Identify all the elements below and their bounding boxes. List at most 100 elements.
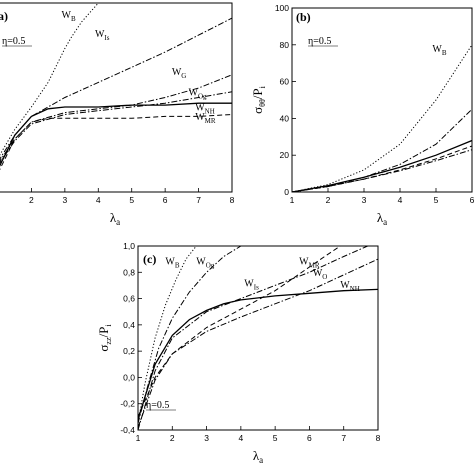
series-label-sub: NH bbox=[350, 285, 360, 293]
ylabel-main: σ bbox=[250, 107, 265, 114]
panel-a-frame bbox=[0, 2, 233, 193]
panel-c-series-label: WB bbox=[165, 256, 179, 269]
panel-c-ytick-label: -0,2 bbox=[120, 399, 135, 409]
panel-a-xtick-label: 6 bbox=[163, 195, 168, 205]
panel-b-series-line bbox=[292, 149, 472, 192]
panel-b-xtick-label: 2 bbox=[326, 195, 331, 205]
panel-b-ytick-label: 40 bbox=[280, 113, 290, 123]
series-label-main: W bbox=[196, 256, 206, 267]
panel-b-series-line bbox=[292, 145, 472, 192]
series-label-sub: NH bbox=[205, 108, 215, 116]
series-label-sub: Og bbox=[198, 93, 207, 101]
panel-b-xtick-label: 6 bbox=[470, 195, 474, 205]
series-label-main: W bbox=[299, 256, 309, 267]
xlabel-sub: a bbox=[259, 455, 263, 465]
panel-b-ytick-label: 0 bbox=[284, 187, 289, 197]
panel-c-xtick-label: 7 bbox=[341, 433, 346, 443]
panel-c-series-line bbox=[138, 246, 368, 430]
series-label-sub: G bbox=[181, 72, 186, 80]
panel-c-ytick-label: -0,4 bbox=[120, 425, 135, 435]
panel-b-series-line bbox=[292, 108, 472, 192]
series-label-sub: Is bbox=[254, 284, 259, 292]
panel-a-series-line bbox=[0, 74, 232, 162]
panel-a-annotation: η=0.5 bbox=[2, 36, 25, 47]
panel-a-series-label: WB bbox=[62, 10, 76, 23]
panel-b-series-line bbox=[292, 44, 472, 192]
series-label-sub: B bbox=[442, 49, 447, 57]
panel-c-series-line bbox=[138, 258, 378, 428]
panel-a-series-line bbox=[0, 3, 100, 156]
series-label-main: W bbox=[62, 10, 72, 21]
ylabel-sub: zz bbox=[104, 337, 113, 345]
panel-b-xlabel: λa bbox=[377, 210, 387, 227]
panel-c-ytick-label: 0,6 bbox=[123, 294, 135, 304]
panel-b-series-line bbox=[292, 139, 472, 192]
panel-b-ylabel: σθθ/Pi bbox=[250, 85, 267, 114]
panel-c-ylabel: σzz/Pi bbox=[96, 324, 113, 352]
panel-c-series-line bbox=[138, 288, 378, 420]
panel-c-ytick-label: 0,8 bbox=[123, 267, 135, 277]
panel-a-series-label: WNH bbox=[195, 103, 215, 116]
panel-c-series-line bbox=[138, 246, 242, 424]
series-label-main: W bbox=[313, 268, 323, 279]
xlabel-main: λ bbox=[110, 210, 117, 225]
panel-b-frame bbox=[291, 7, 473, 193]
series-label-sub: B bbox=[175, 261, 180, 269]
panel-a-series-label: WG bbox=[172, 67, 187, 80]
xlabel-main: λ bbox=[253, 448, 260, 463]
panel-b-xtick-label: 3 bbox=[362, 195, 367, 205]
ylabel-divider-sub: i bbox=[258, 85, 267, 88]
panel-a-xtick-label: 5 bbox=[129, 195, 134, 205]
series-label-sub: O bbox=[322, 273, 327, 281]
panel-a-series-label: WMR bbox=[195, 112, 216, 125]
panel-c-ytick-label: 0,2 bbox=[123, 346, 135, 356]
panel-a-series-line bbox=[0, 91, 232, 164]
panel-b-annotation: η=0.5 bbox=[308, 36, 331, 47]
series-label-main: W bbox=[195, 103, 205, 114]
panel-c-ytick-label: 1,0 bbox=[123, 241, 135, 251]
panel-c-xtick-label: 4 bbox=[238, 433, 243, 443]
series-label-main: W bbox=[195, 112, 205, 123]
panel-b-xtick-label: 4 bbox=[398, 195, 403, 205]
panel-c-xtick-label: 8 bbox=[376, 433, 381, 443]
panel-a-label: a) bbox=[0, 9, 8, 23]
series-label-main: W bbox=[340, 280, 350, 291]
ylabel-main: σ bbox=[96, 345, 111, 352]
series-label-main: W bbox=[95, 29, 105, 40]
xlabel-main: λ bbox=[377, 210, 384, 225]
panel-c-ytick-label: 0,0 bbox=[123, 372, 135, 382]
panel-c-xtick-label: 1 bbox=[136, 433, 141, 443]
panel-b-ytick-label: 20 bbox=[280, 150, 290, 160]
panel-a-series-line bbox=[0, 114, 232, 171]
panel-b-xtick-label: 5 bbox=[434, 195, 439, 205]
series-label-sub: MR bbox=[309, 261, 320, 269]
panel-a-series-label: WIs bbox=[95, 29, 110, 42]
panel-a-series-line bbox=[0, 102, 232, 167]
xlabel-sub: a bbox=[383, 217, 387, 227]
panel-c-series-label: WO bbox=[313, 268, 328, 281]
panel-c-xtick-label: 5 bbox=[273, 433, 278, 443]
series-label-sub: Is bbox=[104, 34, 109, 42]
ylabel-divider: /P bbox=[96, 327, 111, 338]
panel-a-xtick-label: 4 bbox=[96, 195, 101, 205]
series-label-sub: B bbox=[71, 15, 76, 23]
panel-b-ytick-label: 60 bbox=[280, 77, 290, 87]
panel-c-xtick-label: 6 bbox=[307, 433, 312, 443]
series-label-sub: MR bbox=[205, 117, 216, 125]
xlabel-sub: a bbox=[116, 217, 120, 227]
panel-b-series-label: WB bbox=[432, 44, 446, 57]
ylabel-divider: /P bbox=[250, 88, 265, 99]
series-label-main: W bbox=[244, 279, 254, 290]
panel-c-series-label: WMR bbox=[299, 256, 320, 269]
ylabel-sub: θθ bbox=[258, 99, 267, 107]
panel-c-series-label: WNH bbox=[340, 280, 360, 293]
panel-b-ytick-label: 80 bbox=[280, 40, 290, 50]
panel-c-series-label: WOg bbox=[196, 256, 215, 269]
panel-b-ytick-label: 100 bbox=[275, 3, 289, 13]
panel-c: 1 2 3 4 5 6 7 8-0,4-0,20,00,20,40,60,81,0WB WOgW… bbox=[96, 241, 381, 465]
panel-b-label: (b) bbox=[296, 10, 311, 24]
panel-a-xtick-label: 3 bbox=[62, 195, 67, 205]
